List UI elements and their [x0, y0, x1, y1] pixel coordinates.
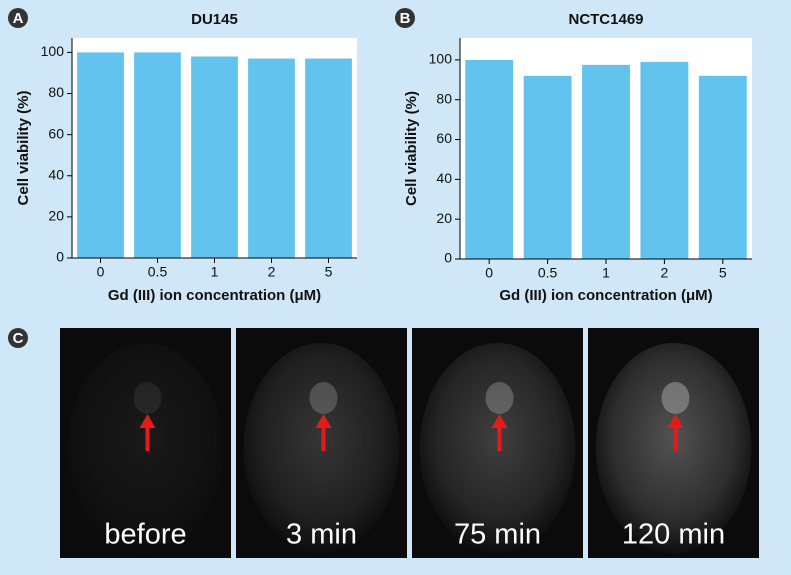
x-tick-label: 0 — [97, 264, 105, 280]
arrow-head — [491, 414, 508, 428]
y-tick-label: 0 — [444, 250, 452, 266]
bar — [698, 75, 747, 259]
image-label: 120 min — [622, 519, 725, 551]
bar — [582, 64, 630, 259]
y-tick-label: 80 — [436, 90, 452, 106]
x-axis-label: Gd (III) ion concentration (μM) — [499, 287, 712, 304]
lesion — [133, 382, 162, 414]
y-tick-label: 100 — [429, 51, 453, 67]
x-tick-label: 0.5 — [538, 265, 558, 281]
mri-image: 3 min — [236, 328, 407, 558]
bar — [77, 52, 124, 259]
bar — [465, 59, 514, 259]
mri-image: before — [60, 328, 231, 558]
arrow-head — [139, 414, 156, 428]
x-tick-label: 5 — [719, 265, 727, 281]
x-tick-label: 1 — [211, 264, 219, 280]
panel-badge — [395, 8, 415, 28]
mri-image: 75 min — [412, 328, 583, 558]
mri-image: 120 min — [588, 328, 759, 558]
y-tick-label: 100 — [41, 43, 65, 59]
panel-label: C — [13, 330, 24, 347]
bar — [191, 56, 238, 259]
arrow-head — [667, 414, 684, 428]
arrow-head — [315, 414, 332, 428]
chart-title: DU145 — [191, 11, 238, 28]
y-tick-label: 60 — [48, 125, 64, 141]
panel-label: A — [13, 10, 24, 27]
chart-title: NCTC1469 — [568, 11, 643, 28]
x-tick-label: 2 — [268, 264, 276, 280]
y-tick-label: 20 — [48, 208, 64, 224]
x-tick-label: 0.5 — [148, 264, 168, 280]
bar — [305, 58, 352, 259]
lesion — [309, 382, 338, 414]
y-tick-label: 80 — [48, 84, 64, 100]
x-tick-label: 2 — [661, 265, 669, 281]
panel-badge — [8, 8, 28, 28]
bar — [640, 61, 689, 259]
bar — [523, 75, 572, 259]
x-tick-label: 0 — [485, 265, 493, 281]
x-axis-label: Gd (III) ion concentration (μM) — [108, 287, 321, 304]
x-tick-label: 1 — [602, 265, 610, 281]
panel-label: B — [400, 10, 411, 27]
y-tick-label: 20 — [436, 210, 452, 226]
bar — [134, 52, 181, 259]
x-tick-label: 5 — [325, 264, 333, 280]
y-tick-label: 40 — [48, 166, 64, 182]
y-axis-label: Cell viability (%) — [403, 91, 420, 206]
image-label: before — [104, 519, 186, 551]
lesion — [661, 382, 690, 414]
bar — [248, 58, 295, 259]
panel-badge — [8, 328, 28, 348]
image-label: 75 min — [454, 519, 541, 551]
y-tick-label: 60 — [436, 130, 452, 146]
image-label: 3 min — [286, 519, 357, 551]
y-tick-label: 0 — [56, 249, 64, 265]
y-axis-label: Cell viability (%) — [15, 90, 32, 205]
lesion — [485, 382, 514, 414]
y-tick-label: 40 — [436, 170, 452, 186]
